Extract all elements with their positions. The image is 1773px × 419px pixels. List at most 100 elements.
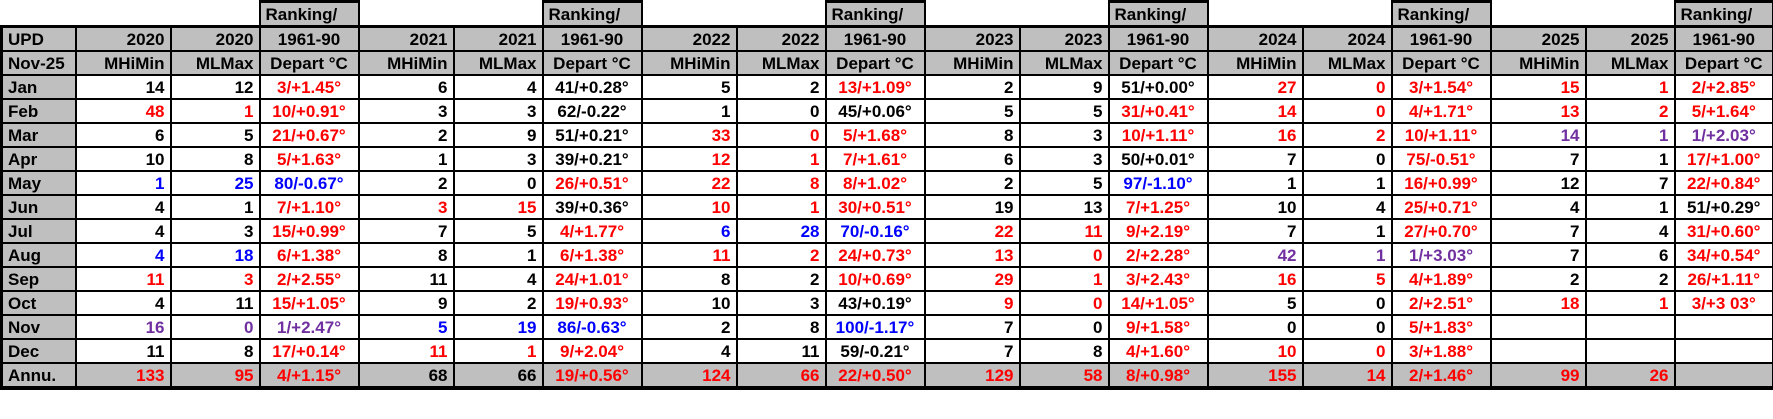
cell-2021-may-mlmax: 0 (452, 170, 544, 196)
cell-2025-jun-depart: 51/+0.29° (1673, 194, 1773, 220)
cell-2023-jan-mlmax: 9 (1018, 74, 1110, 100)
cell-2024-mar-mhimin: 16 (1206, 122, 1304, 148)
cell-2022-jul-depart: 70/-0.16° (824, 218, 926, 244)
year-header-cell-2024-mhimin: 2024 (1206, 25, 1304, 52)
cell-2022-feb-depart: 45/+0.06° (824, 98, 926, 124)
cell-2025-jul-depart: 31/+0.60° (1673, 218, 1773, 244)
cell-2024-may-mlmax: 1 (1301, 170, 1393, 196)
cell-2023-jun-depart: 7/+1.25° (1107, 194, 1209, 220)
cell-2023-feb-depart: 31/+0.41° (1107, 98, 1209, 124)
cell-2021-may-mhimin: 2 (357, 170, 455, 196)
cell-2021-mar-mlmax: 9 (452, 122, 544, 148)
cell-2020-jul-mhimin: 4 (74, 218, 172, 244)
cell-2020-may-mlmax: 25 (169, 170, 261, 196)
cell-2024-mar-mlmax: 2 (1301, 122, 1393, 148)
cell-2022-jan-depart: 13/+1.09° (824, 74, 926, 100)
cell-2025-apr-depart: 17/+1.00° (1673, 146, 1773, 172)
cell-2023-mar-mhimin: 8 (923, 122, 1021, 148)
cell-2023-apr-depart: 50/+0.01° (1107, 146, 1209, 172)
cell-2023-may-mlmax: 5 (1018, 170, 1110, 196)
cell-2021-apr-depart: 39/+0.21° (541, 146, 643, 172)
cell-2025-oct-mhimin: 18 (1489, 290, 1587, 316)
cell-2020-annu-mhimin: 133 (74, 362, 172, 390)
depart-header-cell-2022: Depart °C (824, 50, 926, 76)
cell-2024-mar-depart: 10/+1.11° (1390, 122, 1492, 148)
cell-2022-feb-mhimin: 1 (640, 98, 738, 124)
cell-2020-dec-mhimin: 11 (74, 338, 172, 364)
spacer-cell (1207, 1, 1303, 27)
cell-2020-jul-depart: 15/+0.99° (258, 218, 360, 244)
cell-2022-jun-mlmax: 1 (735, 194, 827, 220)
cell-2020-dec-mlmax: 8 (169, 338, 261, 364)
cell-2023-jan-depart: 51/+0.00° (1107, 74, 1209, 100)
cell-2020-apr-depart: 5/+1.63° (258, 146, 360, 172)
ranking-header-cell-2022: Ranking/ (824, 0, 926, 28)
cell-2024-jul-depart: 27/+0.70° (1390, 218, 1492, 244)
cell-2020-jan-depart: 3/+1.45° (258, 74, 360, 100)
cell-2020-jun-depart: 7/+1.10° (258, 194, 360, 220)
cell-2024-dec-depart: 3/+1.88° (1390, 338, 1492, 364)
cell-2024-apr-mlmax: 0 (1301, 146, 1393, 172)
cell-2021-feb-mhimin: 3 (357, 98, 455, 124)
cell-2023-jan-mhimin: 2 (923, 74, 1021, 100)
cell-2022-feb-mlmax: 0 (735, 98, 827, 124)
cell-2024-apr-depart: 75/-0.51° (1390, 146, 1492, 172)
cell-2025-jan-mhimin: 15 (1489, 74, 1587, 100)
cell-2022-sep-depart: 10/+0.69° (824, 266, 926, 292)
cell-2023-feb-mlmax: 5 (1018, 98, 1110, 124)
cell-2024-annu-depart: 2/+1.46° (1390, 362, 1492, 390)
year-header-cell-2022-mlmax: 2022 (735, 25, 827, 52)
month-label-cell-dec: Dec (0, 338, 77, 364)
cell-2021-dec-depart: 9/+2.04° (541, 338, 643, 364)
spacer-cell (358, 1, 454, 27)
cell-2025-mar-mlmax: 1 (1584, 122, 1676, 148)
depart-header-cell-2020: Depart °C (258, 50, 360, 76)
update-date-cell: Nov-25 (0, 50, 77, 76)
spacer-cell (1585, 1, 1675, 27)
spacer-cell (1302, 1, 1392, 27)
cell-2025-annu-depart (1673, 362, 1773, 390)
month-label-cell-jul: Jul (0, 218, 77, 244)
ranking-header-cell-2023: Ranking/ (1107, 0, 1209, 28)
mhimin-header-cell-2021: MHiMin (357, 50, 455, 76)
cell-2024-jul-mhimin: 7 (1206, 218, 1304, 244)
cell-2023-jun-mhimin: 19 (923, 194, 1021, 220)
cell-2020-apr-mhimin: 10 (74, 146, 172, 172)
spacer-cell (641, 1, 737, 27)
cell-2022-dec-mhimin: 4 (640, 338, 738, 364)
cell-2023-may-mhimin: 2 (923, 170, 1021, 196)
cell-2020-nov-mhimin: 16 (74, 314, 172, 340)
cell-2025-jan-mlmax: 1 (1584, 74, 1676, 100)
cell-2024-sep-depart: 4/+1.89° (1390, 266, 1492, 292)
cell-2022-annu-mhimin: 124 (640, 362, 738, 390)
cell-2025-feb-mlmax: 2 (1584, 98, 1676, 124)
cell-2023-dec-mlmax: 8 (1018, 338, 1110, 364)
cell-2021-oct-depart: 19/+0.93° (541, 290, 643, 316)
cell-2022-nov-mlmax: 8 (735, 314, 827, 340)
mlmax-header-cell-2021: MLMax (452, 50, 544, 76)
cell-2020-jan-mlmax: 12 (169, 74, 261, 100)
year-header-cell-2024-mlmax: 2024 (1301, 25, 1393, 52)
cell-2021-sep-depart: 24/+1.01° (541, 266, 643, 292)
mhimin-header-cell-2025: MHiMin (1489, 50, 1587, 76)
depart-header-cell-2024: Depart °C (1390, 50, 1492, 76)
cell-2022-oct-mlmax: 3 (735, 290, 827, 316)
cell-2024-may-depart: 16/+0.99° (1390, 170, 1492, 196)
cell-2022-jun-mhimin: 10 (640, 194, 738, 220)
cell-2020-oct-mlmax: 11 (169, 290, 261, 316)
cell-2021-mar-depart: 51/+0.21° (541, 122, 643, 148)
cell-2023-oct-mlmax: 0 (1018, 290, 1110, 316)
cell-2022-apr-depart: 7/+1.61° (824, 146, 926, 172)
cell-2023-aug-mhimin: 13 (923, 242, 1021, 268)
year-header-cell-2023-mhimin: 2023 (923, 25, 1021, 52)
cell-2024-oct-mhimin: 5 (1206, 290, 1304, 316)
spacer-cell (75, 1, 171, 27)
cell-2023-nov-mhimin: 7 (923, 314, 1021, 340)
cell-2023-may-depart: 97/-1.10° (1107, 170, 1209, 196)
cell-2022-dec-mlmax: 11 (735, 338, 827, 364)
cell-2023-nov-mlmax: 0 (1018, 314, 1110, 340)
cell-2022-apr-mlmax: 1 (735, 146, 827, 172)
month-label-cell-mar: Mar (0, 122, 77, 148)
cell-2023-sep-mhimin: 29 (923, 266, 1021, 292)
corner-spacer-cell (1, 1, 76, 27)
